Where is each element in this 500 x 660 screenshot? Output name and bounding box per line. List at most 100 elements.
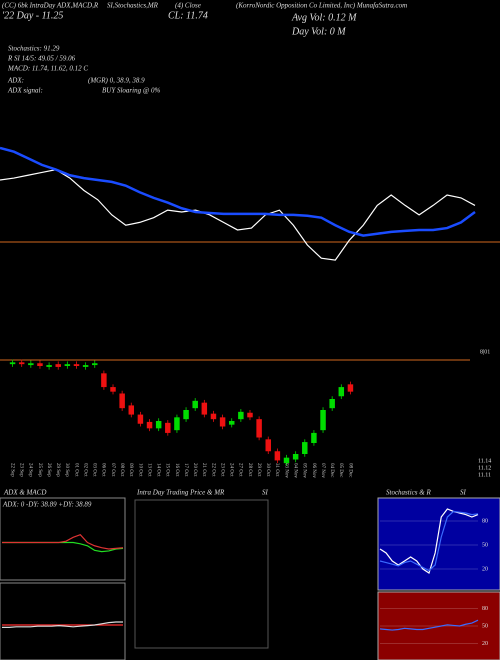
candle-body (247, 412, 253, 418)
panel-title: ADX & MACD (3, 489, 46, 497)
header-text: (4) Close (175, 2, 201, 10)
x-tick-label: 25 Sep (37, 463, 42, 477)
adx-signal: ADX signal: (7, 87, 43, 95)
x-tick-label: 15 Oct (165, 463, 170, 477)
candle-body (347, 384, 354, 392)
price-label: 8|01 (480, 349, 490, 355)
candle-body (18, 362, 25, 365)
candle-body (265, 439, 271, 452)
panel-title: SI (262, 489, 269, 497)
candle-body (219, 417, 226, 427)
x-tick-label: 28 Oct (247, 463, 252, 477)
price-label: 11.14 (478, 458, 491, 464)
y-tick-label: 80 (482, 518, 488, 524)
panel-title: Intra Day Trading Price & MR (136, 489, 225, 497)
candle-body (110, 387, 116, 392)
x-tick-label: 08 Oct (119, 463, 124, 477)
x-tick-label: 24 Oct (229, 463, 234, 477)
x-tick-label: 22 Oct (210, 463, 215, 477)
candle-body (320, 410, 326, 431)
x-tick-label: 06 Nov (311, 463, 316, 478)
x-tick-label: 29 Sep (55, 463, 60, 477)
y-tick-label: 50 (482, 542, 488, 548)
candle-body (329, 399, 335, 409)
x-tick-label: 08 Dec (347, 463, 352, 478)
panel-background (377, 497, 500, 591)
y-tick-label: 20 (482, 641, 488, 647)
candle-body (82, 365, 89, 367)
x-tick-label: 05 Dec (338, 463, 343, 478)
panel-title: SI (460, 489, 467, 497)
y-tick-label: 20 (482, 566, 488, 572)
candle-body (155, 421, 162, 429)
price-label: 11.12 (478, 465, 491, 471)
candle-body (28, 363, 34, 366)
day-range: '22 Day - 11.25 (2, 10, 63, 21)
candle-body (92, 363, 98, 366)
series-line (379, 510, 479, 572)
adx-signal-value: BUY Sloaring @ 0% (102, 87, 161, 95)
x-tick-label: 09 Oct (128, 463, 133, 477)
panel-frame (0, 582, 126, 660)
series-line (2, 621, 123, 629)
x-tick-label: 04 Nov (293, 463, 298, 478)
x-tick-label: 23 Oct (219, 463, 224, 477)
stochastics: Stochastics: 91.29 (8, 45, 60, 53)
candle-body (73, 364, 80, 366)
x-tick-label: 31 Oct (274, 463, 279, 477)
candle-body (119, 393, 125, 409)
series-line (379, 619, 479, 631)
candle-body (146, 421, 153, 429)
candle-body (210, 413, 217, 420)
x-tick-label: 13 Oct (146, 463, 151, 477)
candle-body (283, 457, 290, 464)
adx-values: ADX: 0 -DY: 38.89 +DY: 38.89 (2, 501, 92, 509)
x-tick-label: 05 Nov (302, 463, 307, 478)
header-text: SI,Stochastics,MR (107, 2, 159, 10)
price-label: 11.11 (478, 472, 491, 478)
x-tick-label: 06 Oct (101, 463, 106, 477)
candle-body (55, 364, 61, 367)
x-tick-label: 30 Sep (64, 463, 69, 477)
candle-body (228, 421, 235, 425)
x-tick-label: 10 Oct (137, 463, 142, 477)
day-vol: Day Vol: 0 M (291, 26, 346, 37)
candle-body (46, 365, 52, 367)
candle-body (192, 400, 198, 409)
avg-vol: Avg Vol: 0.12 M (291, 12, 357, 23)
adx: ADX: (7, 77, 24, 85)
series-line (2, 533, 124, 550)
close: CL: 11.74 (168, 10, 208, 21)
candle-body (64, 364, 71, 366)
x-tick-label: 26 Sep (46, 463, 51, 477)
x-tick-label: 27 Oct (238, 463, 243, 477)
panel-title: Stochastics & R (386, 489, 431, 497)
series-line (0, 146, 476, 237)
candle-body (101, 373, 107, 388)
x-tick-label: 29 Oct (256, 463, 261, 477)
panel-frame (0, 497, 126, 581)
x-tick-label: 17 Oct (183, 463, 188, 477)
series-line (379, 508, 479, 574)
x-tick-label: 01 Oct (73, 463, 78, 477)
x-tick-label: 04 Dec (329, 463, 334, 478)
candle-body (37, 363, 43, 366)
x-tick-label: 20 Oct (192, 463, 197, 477)
x-tick-label: 07 Oct (110, 463, 115, 477)
candle-body (9, 362, 16, 365)
series-line (0, 168, 476, 261)
header-text: (KorroNordic Opposition Co Limited, Inc)… (236, 2, 407, 10)
adx-values: (MGR) 0, 38.9, 38.9 (88, 77, 145, 85)
x-tick-label: 02 Oct (82, 463, 87, 477)
header-text: (CC) 6bk IntraDay ADX,MACD,R (2, 2, 99, 10)
candle-body (238, 411, 244, 420)
x-tick-label: 07 Nov (320, 463, 325, 478)
candle-body (311, 432, 317, 443)
x-tick-label: 14 Oct (156, 463, 161, 477)
x-tick-label: 30 Oct (265, 463, 270, 477)
y-tick-label: 80 (482, 606, 488, 612)
candle-body (302, 442, 308, 454)
x-tick-label: 22 Sep (9, 463, 14, 477)
candle-body (201, 402, 208, 415)
